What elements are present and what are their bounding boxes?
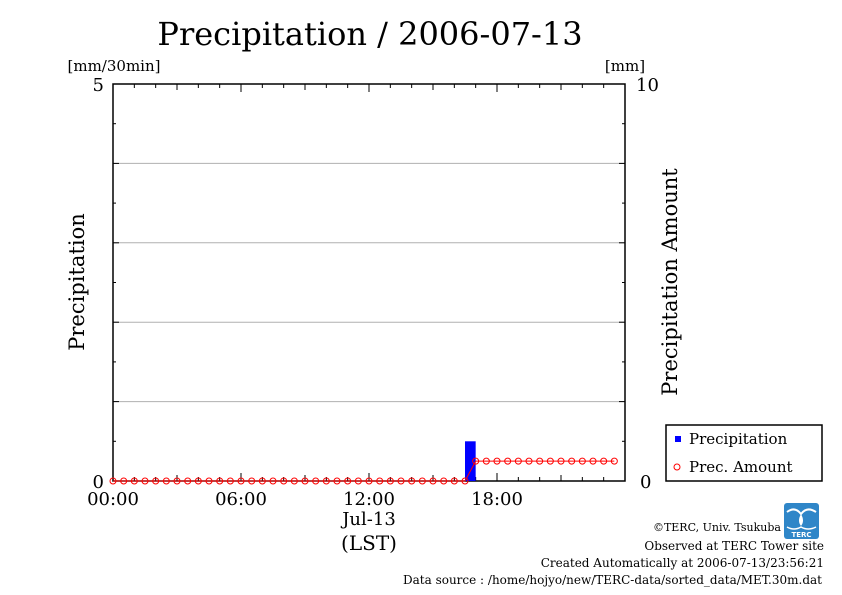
amount-point [557, 457, 565, 465]
x-date-label: Jul-13 [340, 509, 396, 530]
amount-point [184, 477, 192, 485]
amount-point [450, 477, 458, 485]
amount-point [461, 477, 469, 485]
amount-point [493, 457, 501, 465]
y-axis-label-left: Precipitation [65, 213, 89, 351]
amount-point [248, 477, 256, 485]
x-timezone-label: (LST) [341, 531, 397, 555]
amount-point [429, 477, 437, 485]
amount-point [290, 477, 298, 485]
amount-point [568, 457, 576, 465]
amount-line [113, 460, 615, 482]
amount-point [280, 477, 288, 485]
footer-observed: Observed at TERC Tower site [644, 539, 824, 553]
amount-point [162, 477, 170, 485]
amount-point [152, 477, 160, 485]
amount-point [109, 477, 117, 485]
logo-text: TERC [791, 531, 811, 539]
amount-point [397, 477, 405, 485]
amount-point [120, 477, 128, 485]
axis-ticks [112, 83, 625, 482]
x-tick-label: 06:00 [215, 489, 267, 510]
legend: Precipitation Prec. Amount [665, 424, 823, 482]
amount-point [354, 477, 362, 485]
amount-point [205, 477, 213, 485]
x-tick-label: 00:00 [87, 489, 139, 510]
amount-point [237, 477, 245, 485]
footer-copyright: ©TERC, Univ. Tsukuba [653, 521, 781, 534]
x-tick-labels: 00:00 06:00 12:00 18:00 [87, 489, 523, 510]
amount-point [322, 477, 330, 485]
y-tick-label-right-max: 10 [636, 75, 659, 96]
amount-point [376, 477, 384, 485]
amount-point [269, 477, 277, 485]
y-tick-label-right-min: 0 [640, 472, 651, 493]
amount-point [333, 477, 341, 485]
y-unit-left: [mm/30min] [68, 57, 161, 75]
amount-point [600, 457, 608, 465]
y-tick-label-left-min: 0 [93, 472, 104, 493]
y-tick-label-left-max: 5 [93, 75, 104, 96]
legend-swatch-amount [673, 463, 681, 471]
legend-label-amount: Prec. Amount [689, 458, 793, 476]
y-unit-right: [mm] [605, 57, 645, 75]
amount-point [216, 477, 224, 485]
amount-point [610, 457, 618, 465]
legend-label-precipitation: Precipitation [689, 430, 788, 448]
chart-title: Precipitation / 2006-07-13 [157, 15, 582, 53]
amount-point [141, 477, 149, 485]
precipitation-bars [465, 441, 476, 481]
plot-area [109, 83, 626, 485]
amount-point [258, 477, 266, 485]
amount-series [109, 457, 618, 485]
amount-point [365, 477, 373, 485]
grid-lines [113, 162, 625, 403]
amount-point [440, 477, 448, 485]
terc-logo: TERC [784, 503, 819, 539]
amount-point [525, 457, 533, 465]
amount-point [514, 457, 522, 465]
amount-point [589, 457, 597, 465]
amount-point [173, 477, 181, 485]
precipitation-bar [465, 441, 476, 481]
footer-created: Created Automatically at 2006-07-13/23:5… [541, 556, 824, 570]
amount-point [408, 477, 416, 485]
amount-point [472, 457, 480, 465]
amount-point [301, 477, 309, 485]
amount-point [536, 457, 544, 465]
amount-point [578, 457, 586, 465]
amount-point [130, 477, 138, 485]
amount-point [194, 477, 202, 485]
plot-frame [112, 83, 626, 482]
amount-point [546, 457, 554, 465]
amount-point [344, 477, 352, 485]
amount-point [386, 477, 394, 485]
y-axis-label-right: Precipitation Amount [658, 168, 682, 396]
amount-point [482, 457, 490, 465]
x-tick-label: 12:00 [343, 489, 395, 510]
amount-point [504, 457, 512, 465]
footer-source: Data source : /home/hojyo/new/TERC-data/… [403, 573, 822, 587]
legend-swatch-precipitation [675, 436, 681, 442]
legend-box [665, 424, 823, 482]
amount-point [226, 477, 234, 485]
amount-point [418, 477, 426, 485]
x-tick-label: 18:00 [471, 489, 523, 510]
amount-point [312, 477, 320, 485]
